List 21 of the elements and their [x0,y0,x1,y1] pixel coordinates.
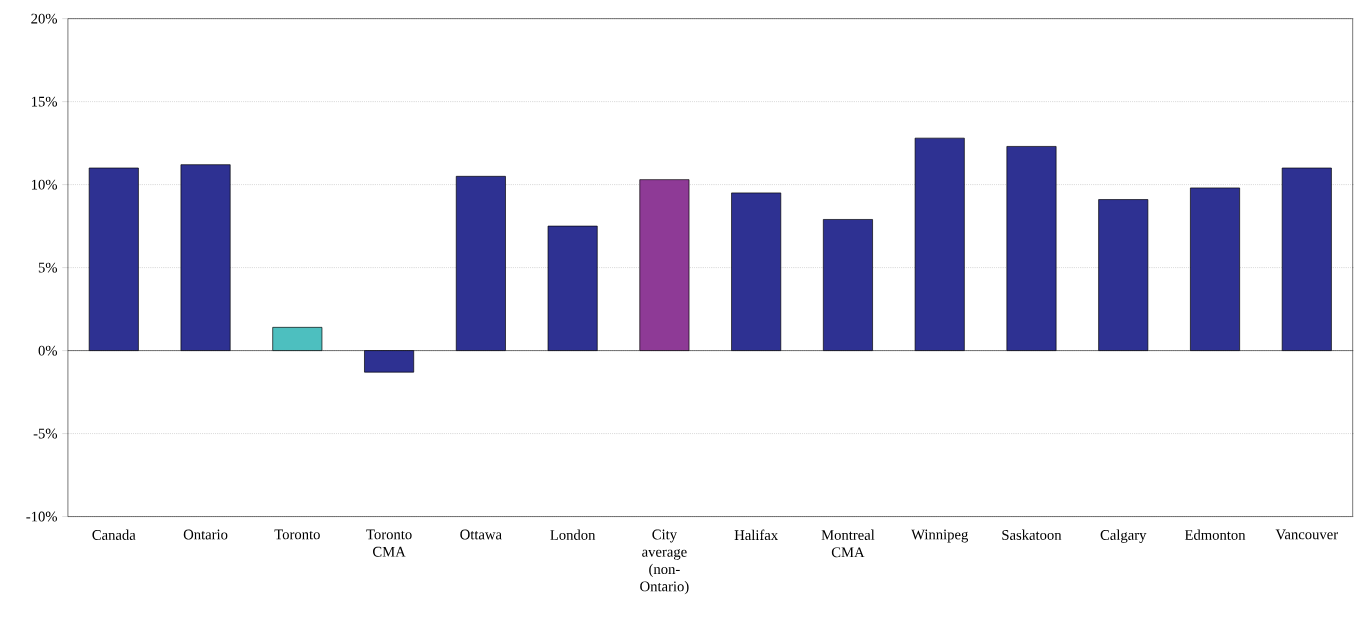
y-tick-label: 10% [31,179,58,190]
x-tick-label: Ottawa [460,529,502,540]
x-tick-label: Edmonton [1184,529,1246,541]
x-tick-label: Calgary [1100,529,1147,544]
x-tick-label: Vancouver [1275,529,1338,540]
x-tick-label: Ontario [183,529,228,540]
x-tick-label: Toronto CMA [366,529,412,557]
y-tick-label: 0% [38,345,58,356]
y-tick-label: 5% [38,262,58,273]
x-tick-label: Winnipeg [911,529,969,543]
x-tick-label: London [550,529,596,541]
y-tick-label: 15% [31,96,58,107]
x-tick-label: Canada [92,529,136,541]
x-tick-label: Montreal CMA [821,529,875,558]
x-tick-label: Halifax [734,529,778,541]
y-tick-label: -5% [33,428,58,439]
x-tick-label: Saskatoon [1002,529,1062,541]
y-tick-label: -10% [26,511,58,522]
x-tick-label: Toronto [274,529,320,540]
x-tick-label: City average (non-Ontario) [640,529,689,595]
y-tick-label: 20% [31,13,58,24]
